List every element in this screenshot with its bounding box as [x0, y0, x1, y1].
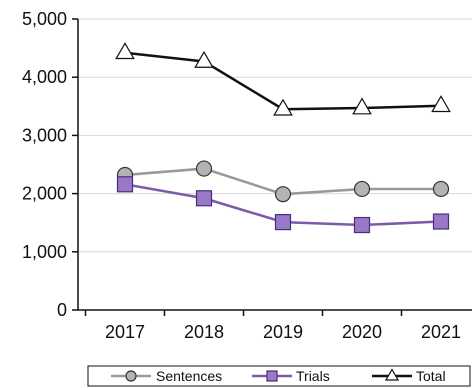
sentences-point [195, 160, 213, 177]
total-point [115, 42, 135, 60]
legend-item-sentences: Sentences [111, 368, 222, 384]
y-tick-label: 4,000 [22, 67, 67, 87]
sentences-point [432, 180, 450, 198]
axes [72, 18, 472, 316]
tick-labels: 0 1,000 2,000 3,000 4,000 5,000 2017 2018 2019 20… [22, 9, 461, 342]
trials-point [432, 213, 450, 230]
x-tick-label: 2021 [421, 322, 461, 342]
y-tick-label: 1,000 [22, 242, 67, 262]
sentences-point [353, 180, 371, 198]
trials-point [353, 216, 371, 234]
series-sentences [116, 160, 450, 203]
x-tick-label: 2018 [184, 322, 224, 342]
legend-label-trials: Trials [296, 368, 330, 384]
legend-marker-sentences [125, 370, 137, 382]
y-tick-label: 5,000 [22, 9, 67, 29]
series-group [115, 42, 451, 234]
x-tick-label: 2020 [342, 322, 382, 342]
legend-marker-trials [266, 370, 278, 382]
total-point [352, 97, 372, 115]
legend-marker-total [384, 368, 400, 381]
trials-point [195, 190, 213, 207]
x-tick-label: 2017 [105, 322, 145, 342]
y-tick-label: 2,000 [22, 184, 67, 204]
trials-point [116, 176, 134, 193]
legend-label-total: Total [416, 368, 446, 384]
series-total [115, 42, 451, 116]
trials-point [274, 214, 292, 231]
sentences-point [274, 186, 292, 203]
grid-lines [78, 18, 472, 253]
y-tick-label: 3,000 [22, 125, 67, 145]
series-trials [116, 176, 450, 234]
legend-label-sentences: Sentences [156, 368, 222, 384]
total-point [431, 95, 451, 113]
legend: Sentences Trials Total [87, 365, 471, 387]
total-point [194, 50, 214, 68]
x-tick-label: 2019 [263, 322, 303, 342]
total-point [273, 98, 293, 116]
y-tick-label: 0 [57, 300, 67, 320]
legend-item-trials: Trials [252, 368, 330, 384]
legend-item-total: Total [372, 368, 446, 384]
